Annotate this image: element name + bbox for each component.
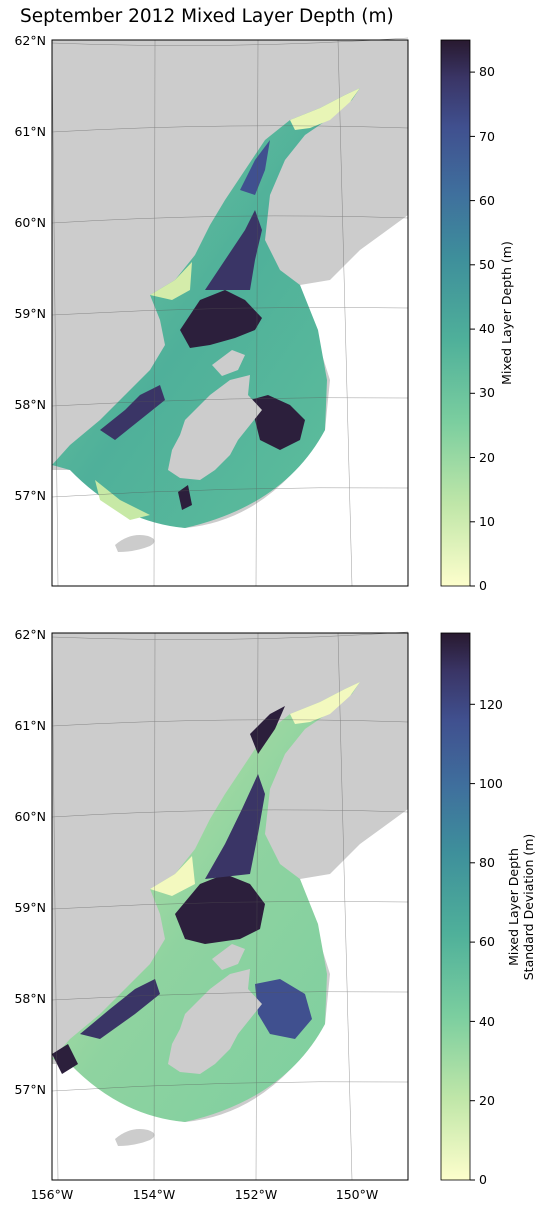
lat-label: 60°N (14, 215, 46, 230)
figure-title: September 2012 Mixed Layer Depth (m) (20, 6, 394, 27)
colorbar-ticks: 0 10 20 30 40 50 60 70 80 (470, 64, 495, 590)
deep-region (100, 385, 165, 440)
mean-panel: 62°N 61°N 60°N 59°N 58°N 57°N 0 10 20 30… (0, 0, 550, 590)
lon-label: 150°W (336, 1187, 378, 1202)
lat-labels: 62°N 61°N 60°N 59°N 58°N 57°N (14, 33, 46, 503)
shallow-patch (150, 262, 192, 300)
colorbar-label: Mixed Layer Depth (m) (499, 241, 514, 385)
lat-label: 61°N (14, 124, 46, 139)
lon-label: 152°W (235, 1187, 277, 1202)
deep-region (205, 210, 262, 290)
svg-text:0: 0 (479, 578, 487, 590)
colorbar-ticks: 0 20 40 60 80 100 120 (470, 697, 503, 1187)
deep-region (205, 774, 265, 879)
cbar-tick: 60 (470, 934, 495, 949)
lat-label: 57°N (14, 488, 46, 503)
colorbar-label-line2: Standard Deviation (m) (521, 834, 536, 981)
svg-text:60: 60 (479, 934, 495, 949)
ocean-outside-domain (52, 809, 408, 1180)
cbar-tick: 0 (470, 578, 487, 590)
svg-text:100: 100 (479, 776, 503, 791)
svg-text:120: 120 (479, 697, 503, 712)
cbar-tick: 10 (470, 514, 495, 529)
cbar-tick: 80 (470, 855, 495, 870)
cbar-tick: 70 (470, 129, 495, 144)
svg-text:40: 40 (479, 321, 495, 336)
colorbar-label-line1: Mixed Layer Depth (506, 848, 521, 966)
lat-label: 62°N (14, 33, 46, 48)
svg-text:40: 40 (479, 1014, 495, 1029)
deep-region (178, 485, 192, 510)
svg-text:10: 10 (479, 514, 495, 529)
shallow-patch (290, 682, 360, 724)
ocean-outside-domain (52, 215, 408, 586)
svg-text:20: 20 (479, 450, 495, 465)
svg-text:60: 60 (479, 193, 495, 208)
shallow-patch (290, 88, 360, 130)
svg-text:0: 0 (479, 1172, 487, 1187)
cbar-tick: 120 (470, 697, 503, 712)
colorbar (440, 39, 471, 587)
deep-region (250, 706, 285, 754)
deep-region (255, 979, 312, 1039)
lat-labels: 62°N 61°N 60°N 59°N 58°N 57°N (14, 627, 46, 1097)
svg-text:50: 50 (479, 257, 495, 272)
lat-label: 59°N (14, 306, 46, 321)
svg-text:80: 80 (479, 855, 495, 870)
cbar-tick: 80 (470, 64, 495, 79)
cbar-tick: 40 (470, 1014, 495, 1029)
cbar-tick: 100 (470, 776, 503, 791)
lon-label: 154°W (133, 1187, 175, 1202)
deep-region (250, 395, 305, 450)
lat-label: 60°N (14, 809, 46, 824)
cbar-tick: 20 (470, 450, 495, 465)
svg-text:20: 20 (479, 1093, 495, 1108)
cbar-tick: 0 (470, 1172, 487, 1187)
trinity-islands (115, 535, 155, 552)
cbar-tick: 40 (470, 321, 495, 336)
cbar-tick: 60 (470, 193, 495, 208)
map-frame (51, 632, 409, 1181)
lat-label: 58°N (14, 397, 46, 412)
cbar-tick: 30 (470, 385, 495, 400)
svg-text:70: 70 (479, 129, 495, 144)
std-panel: 62°N 61°N 60°N 59°N 58°N 57°N 156°W 154°… (0, 594, 550, 1202)
afognak-island (212, 944, 245, 970)
shallow-patch (95, 480, 150, 520)
map-frame (51, 39, 409, 587)
lon-label: 156°W (31, 1187, 73, 1202)
graticule (51, 37, 409, 587)
lat-label: 61°N (14, 718, 46, 733)
graticule (51, 631, 409, 1181)
lat-label: 57°N (14, 1082, 46, 1097)
colorbar (440, 632, 471, 1181)
svg-text:80: 80 (479, 64, 495, 79)
deep-region (240, 140, 270, 195)
deep-region (80, 979, 160, 1039)
kodiak-island (168, 969, 262, 1074)
svg-text:30: 30 (479, 385, 495, 400)
deep-region (180, 290, 262, 348)
cbar-tick: 20 (470, 1093, 495, 1108)
lat-label: 59°N (14, 900, 46, 915)
lat-label: 62°N (14, 627, 46, 642)
deep-region (175, 874, 265, 944)
lon-labels: 156°W 154°W 152°W 150°W (31, 1187, 378, 1202)
deep-region (52, 1044, 78, 1074)
afognak-island (212, 350, 245, 376)
kodiak-island (168, 375, 262, 480)
shallow-patch (150, 856, 195, 896)
lat-label: 58°N (14, 991, 46, 1006)
cbar-tick: 50 (470, 257, 495, 272)
trinity-islands (115, 1129, 155, 1146)
